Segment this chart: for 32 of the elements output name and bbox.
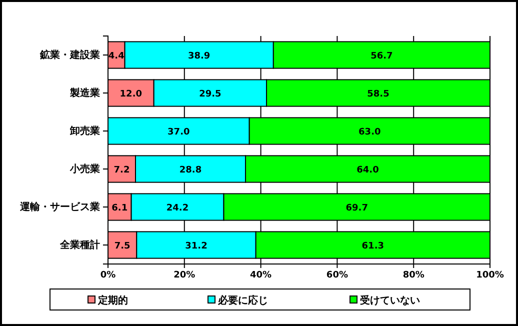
data-label: 61.3 xyxy=(362,242,384,252)
y-tick-label: 卸売業 xyxy=(69,125,100,138)
legend-label: 定期的 xyxy=(97,294,128,306)
data-label: 37.0 xyxy=(168,128,190,138)
y-tick-label: 全業種計 xyxy=(59,239,100,252)
legend-label: 受けていない xyxy=(359,294,420,306)
y-tick-label: 運輸・サービス業 xyxy=(19,201,100,214)
x-tick-label: 40% xyxy=(250,270,272,280)
data-label: 28.8 xyxy=(179,166,202,176)
data-label: 69.7 xyxy=(346,204,368,214)
x-tick-label: 60% xyxy=(326,270,348,280)
data-label: 38.9 xyxy=(188,52,210,62)
y-tick-label: 鉱業・建設業 xyxy=(39,49,100,62)
data-label: 12.0 xyxy=(120,90,142,100)
legend-label: 必要に応じ xyxy=(217,294,268,306)
x-tick-label: 100% xyxy=(476,270,504,280)
data-label: 29.5 xyxy=(199,90,222,100)
data-label: 63.0 xyxy=(358,128,381,138)
data-label: 64.0 xyxy=(356,166,379,176)
data-label: 56.7 xyxy=(370,52,393,62)
y-tick-label: 製造業 xyxy=(69,87,100,100)
x-tick-label: 20% xyxy=(174,270,196,280)
data-label: 7.5 xyxy=(114,242,130,252)
data-label: 6.1 xyxy=(112,204,128,214)
data-label: 58.5 xyxy=(367,90,390,100)
x-tick-label: 0% xyxy=(100,270,116,280)
x-tick-label: 80% xyxy=(402,270,424,280)
data-label: 31.2 xyxy=(185,242,208,252)
y-tick-label: 小売業 xyxy=(69,163,100,176)
data-label: 7.2 xyxy=(114,166,130,176)
data-label: 4.4 xyxy=(108,52,124,62)
data-label: 24.2 xyxy=(166,204,189,214)
